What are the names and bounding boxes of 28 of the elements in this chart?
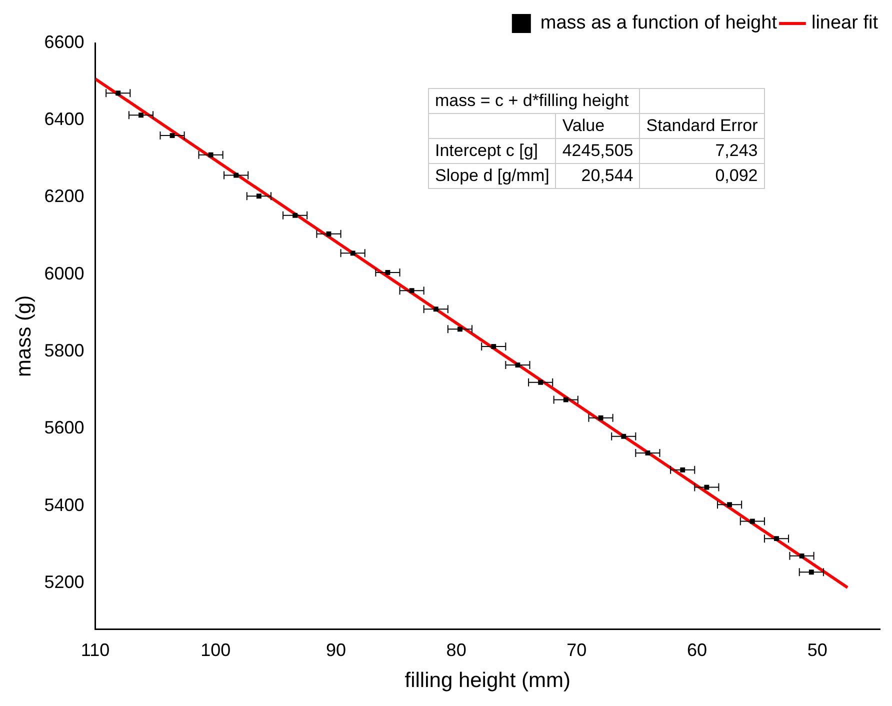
annotation: 0,092	[640, 164, 764, 188]
y-tick-label: 5200	[44, 572, 84, 592]
legend-label: linear fit	[811, 12, 879, 34]
y-tick-label: 6600	[44, 32, 84, 52]
legend-label: mass as a function of height	[540, 12, 778, 34]
y-tick-label: 5600	[44, 418, 84, 438]
annotation: Intercept c [g]	[428, 138, 556, 164]
annotation: Slope d [g/mm]	[428, 164, 556, 188]
y-axis-title: mass (g)	[12, 295, 36, 377]
x-tick-label: 110	[80, 640, 110, 660]
y-tick-label: 6400	[44, 109, 84, 130]
annotation: 4245,505	[556, 138, 640, 164]
annotation: Value	[556, 114, 640, 138]
x-tick-label: 80	[446, 640, 466, 660]
x-tick-label: 100	[200, 640, 231, 660]
x-tick-label: 70	[566, 640, 587, 660]
y-tick-label: 6000	[44, 263, 84, 284]
y-tick-label: 5400	[44, 494, 84, 515]
y-tick-label: 5800	[44, 340, 84, 360]
annotation: mass = c + d*filling height	[428, 88, 640, 114]
x-tick-label: 50	[807, 640, 828, 660]
x-tick-label: 60	[687, 640, 708, 660]
x-tick-label: 90	[326, 640, 346, 660]
annotation: Standard Error	[640, 114, 764, 138]
x-axis-title: filling height (mm)	[404, 669, 570, 692]
annotation: 7,243	[640, 138, 764, 164]
annotation: 20,544	[556, 164, 640, 188]
y-tick-label: 6200	[44, 186, 84, 206]
